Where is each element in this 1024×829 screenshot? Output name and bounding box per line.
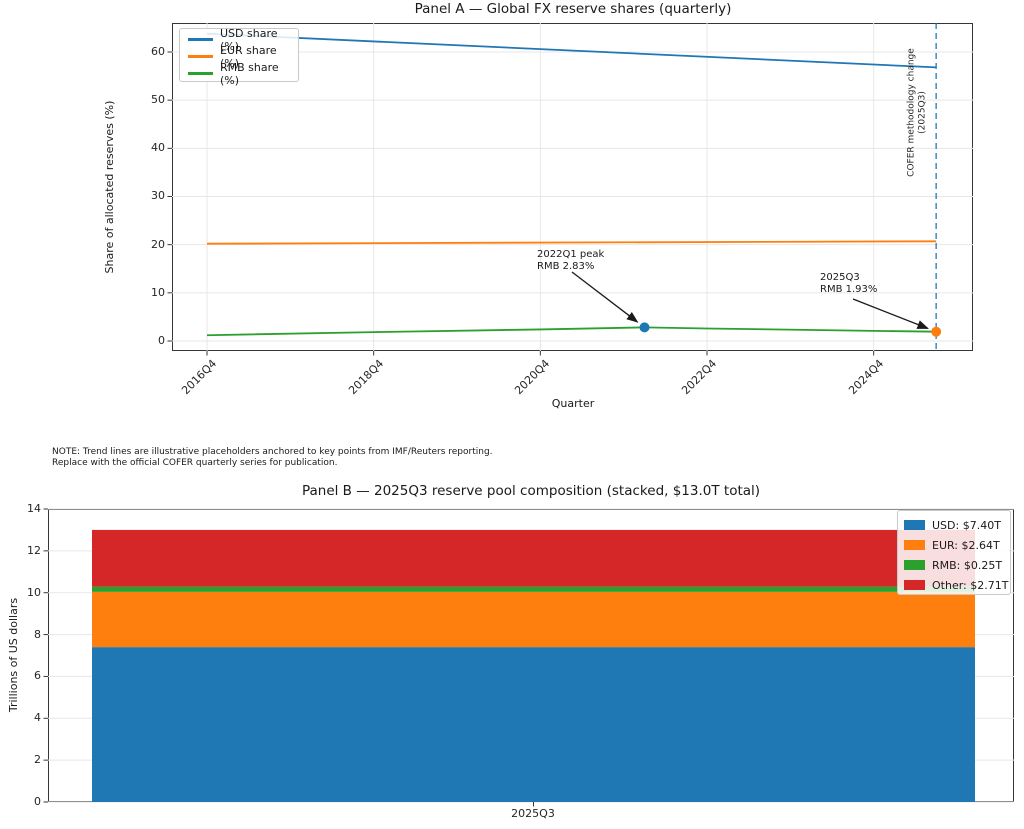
bar-segment-rmb	[92, 586, 975, 592]
annotation-arrow	[852, 298, 929, 330]
legend-item: Other: $2.71T	[898, 575, 1010, 595]
bar-segment-other	[92, 529, 975, 587]
panel-b-y-tick-label: 4	[34, 711, 41, 725]
panel-b-y-tick-label: 8	[34, 627, 41, 641]
legend-item: RMB: $0.25T	[898, 555, 1010, 575]
panel-a-y-tick-label: 50	[151, 93, 165, 107]
panel-a-y-tick-label: 30	[151, 189, 165, 203]
panel-a-y-tick-label: 10	[151, 285, 165, 299]
panel-a-y-tick-label: 0	[158, 334, 165, 347]
panel-b-y-tick-label: 0	[34, 795, 41, 808]
legend-item: RMB share (%)	[180, 61, 298, 87]
panel-a-legend: USD share (%) EUR share (%) RMB share (%)	[179, 27, 299, 87]
annotation-2025q3-line1: 2025Q3	[820, 272, 860, 283]
usd-share-line	[206, 32, 937, 69]
panel-a-plot	[172, 23, 973, 351]
legend-patch-swatch	[904, 580, 925, 590]
panel-a-y-tick-label: 20	[151, 237, 165, 251]
legend-label: RMB share (%)	[220, 60, 279, 87]
legend-line-swatch	[188, 72, 213, 75]
annotation-2022q1-peak: 2022Q1 peak RMB 2.83%	[537, 249, 604, 272]
panel-a-y-tick-label: 40	[151, 141, 165, 155]
legend-item: EUR: $2.64T	[898, 535, 1010, 555]
panel-b-y-tick-label: 12	[27, 543, 41, 557]
annotation-2022q1-peak-line1: 2022Q1 peak	[537, 249, 605, 260]
eur-share-line	[206, 240, 937, 245]
panel-a-x-tick-label: 2024Q4	[845, 357, 886, 398]
annotation-2022q1-peak-line2: RMB 2.83%	[537, 260, 595, 272]
legend-item: EUR share (%)	[180, 44, 298, 70]
panel-b: Panel B — 2025Q3 reserve pool compositio…	[0, 480, 1024, 829]
note-line-1: NOTE: Trend lines are illustrative place…	[52, 447, 493, 457]
legend-item: USD share (%)	[180, 27, 298, 53]
legend-line-swatch	[188, 55, 213, 58]
peak-marker	[639, 322, 650, 333]
cofer-vline-label: COFER methodology change (2025Q3)	[907, 38, 928, 188]
legend-label: EUR share (%)	[220, 43, 277, 70]
panel-b-canvas	[43, 508, 1014, 807]
annotation-2025q3-line2: RMB 1.93%	[820, 283, 878, 295]
panel-b-y-tick-label: 14	[27, 501, 41, 515]
panel-a-canvas	[167, 23, 973, 356]
panel-b-x-tick-label: 2025Q3	[511, 807, 555, 820]
bar-segment-eur	[92, 591, 975, 648]
latest-marker	[931, 326, 942, 337]
panel-a-x-axis-label: Quarter	[551, 397, 595, 410]
panel-a: Panel A — Global FX reserve shares (quar…	[103, 1, 973, 410]
panel-b-y-tick-label: 10	[27, 585, 41, 599]
panel-b-legend: USD: $7.40T EUR: $2.64T RMB: $0.25T Other: …	[897, 510, 1011, 595]
rmb-share-line	[206, 326, 937, 337]
legend-label: USD: $7.40T	[932, 518, 1001, 532]
legend-label: RMB: $0.25T	[932, 558, 1003, 572]
cofer-vline-label-line2: (2025Q3)	[917, 91, 927, 134]
cofer-vline-label-line1: COFER methodology change	[906, 48, 917, 177]
panel-a-x-tick-label: 2022Q4	[679, 357, 720, 398]
panel-a-x-tick-label: 2016Q4	[179, 357, 220, 398]
legend-patch-swatch	[904, 540, 925, 550]
legend-patch-swatch	[904, 520, 925, 530]
panel-b-y-tick-label: 6	[34, 669, 41, 683]
legend-line-swatch	[188, 38, 213, 41]
note-block: NOTE: Trend lines are illustrative place…	[52, 447, 493, 468]
legend-label: USD share (%)	[220, 26, 278, 53]
panel-a-y-tick-label: 60	[151, 44, 165, 58]
panel-a-title: Panel A — Global FX reserve shares (quar…	[414, 1, 732, 17]
legend-label: EUR: $2.64T	[932, 538, 1000, 552]
panel-b-y-tick-label: 2	[34, 753, 41, 767]
bar-segment-usd	[92, 647, 975, 802]
annotation-arrow	[571, 271, 639, 323]
panel-a-x-tick-label: 2018Q4	[345, 357, 386, 398]
annotation-2025q3: 2025Q3 RMB 1.93%	[820, 272, 877, 295]
legend-label: Other: $2.71T	[932, 578, 1009, 592]
panel-b-y-axis-label: Trillions of US dollars	[7, 597, 20, 713]
panel-a-y-axis-label: Share of allocated reserves (%)	[103, 100, 116, 274]
note-line-2: Replace with the official COFER quarterl…	[52, 457, 338, 468]
legend-patch-swatch	[904, 560, 925, 570]
legend-item: USD: $7.40T	[898, 515, 1010, 535]
panel-b-title: Panel B — 2025Q3 reserve pool compositio…	[301, 483, 761, 499]
